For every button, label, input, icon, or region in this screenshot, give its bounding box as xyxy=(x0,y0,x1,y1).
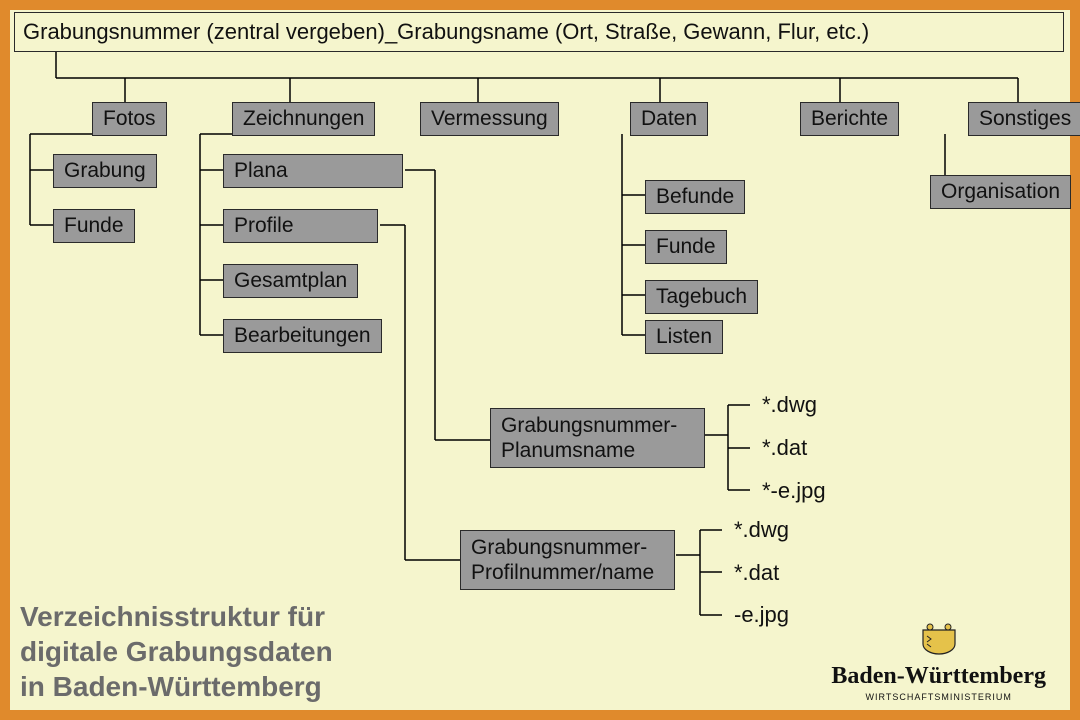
node-profile: Profile xyxy=(223,209,378,243)
node-zeichnungen: Zeichnungen xyxy=(232,102,375,136)
file-planum-1: *.dat xyxy=(762,435,807,461)
node-bearbeitungen: Bearbeitungen xyxy=(223,319,382,353)
file-profil-1: *.dat xyxy=(734,560,779,586)
node-daten-funde: Funde xyxy=(645,230,727,264)
node-fotos-funde: Funde xyxy=(53,209,135,243)
node-fotos-grabung: Grabung xyxy=(53,154,157,188)
node-befunde: Befunde xyxy=(645,180,745,214)
node-profilnummer: Grabungsnummer-Profilnummer/name xyxy=(460,530,675,590)
node-gesamtplan: Gesamtplan xyxy=(223,264,358,298)
node-planumsname: Grabungsnummer-Planumsname xyxy=(490,408,705,468)
crest-icon xyxy=(917,622,961,658)
node-fotos: Fotos xyxy=(92,102,167,136)
diagram-canvas: Grabungsnummer (zentral vergeben)_Grabun… xyxy=(10,10,1070,710)
file-planum-0: *.dwg xyxy=(762,392,817,418)
file-profil-2: -e.jpg xyxy=(734,602,789,628)
logo-text: Baden-Württemberg xyxy=(831,663,1046,690)
logo-subtext: WIRTSCHAFTSMINISTERIUM xyxy=(831,692,1046,702)
node-plana: Plana xyxy=(223,154,403,188)
node-organisation: Organisation xyxy=(930,175,1071,209)
node-vermessung: Vermessung xyxy=(420,102,559,136)
file-profil-0: *.dwg xyxy=(734,517,789,543)
node-daten: Daten xyxy=(630,102,708,136)
page-title: Verzeichnisstruktur fürdigitale Grabungs… xyxy=(20,599,333,704)
logo-block: Baden-Württemberg WIRTSCHAFTSMINISTERIUM xyxy=(831,622,1046,702)
root-node: Grabungsnummer (zentral vergeben)_Grabun… xyxy=(14,12,1064,52)
node-listen: Listen xyxy=(645,320,723,354)
node-berichte: Berichte xyxy=(800,102,899,136)
file-planum-2: *-e.jpg xyxy=(762,478,826,504)
node-sonstiges: Sonstiges xyxy=(968,102,1080,136)
node-tagebuch: Tagebuch xyxy=(645,280,758,314)
